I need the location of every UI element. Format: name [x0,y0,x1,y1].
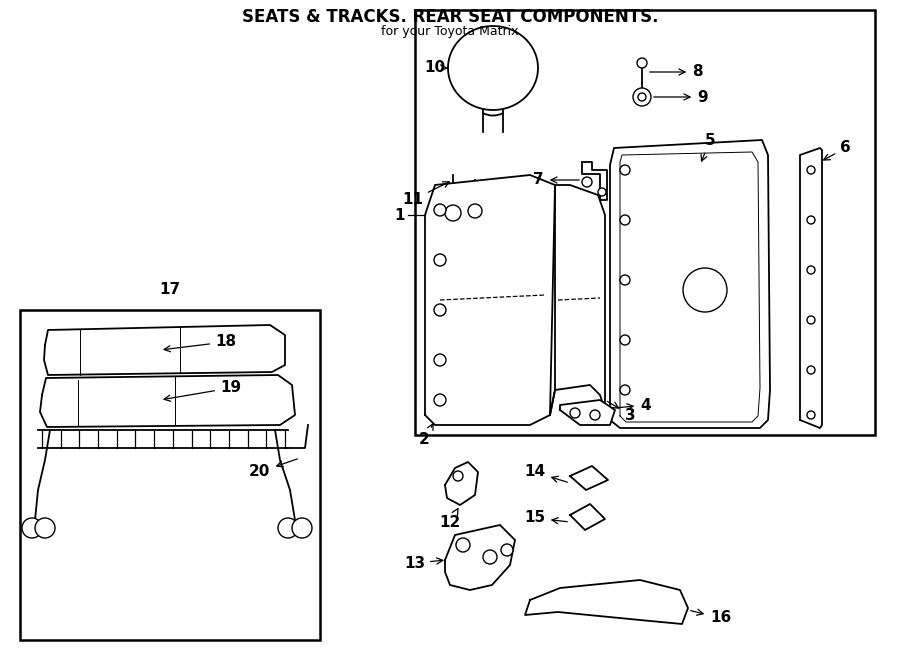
Text: 7: 7 [534,173,580,188]
Polygon shape [44,325,285,375]
Text: 16: 16 [690,609,731,625]
Circle shape [570,408,580,418]
Ellipse shape [448,26,538,110]
Circle shape [633,88,651,106]
Text: for your Toyota Matrix: for your Toyota Matrix [382,25,518,38]
Circle shape [434,354,446,366]
Polygon shape [610,140,770,428]
Text: 11: 11 [402,182,449,208]
Circle shape [483,550,497,564]
Circle shape [456,538,470,552]
Circle shape [620,335,630,345]
Circle shape [445,205,461,221]
Text: 12: 12 [439,508,461,530]
Polygon shape [550,185,605,415]
Circle shape [434,304,446,316]
Circle shape [598,188,606,196]
Circle shape [22,518,42,538]
Polygon shape [445,462,478,505]
Circle shape [807,166,815,174]
Text: 18: 18 [164,334,236,352]
Polygon shape [560,400,615,425]
Circle shape [683,268,727,312]
Circle shape [620,215,630,225]
Circle shape [501,544,513,556]
Circle shape [582,177,592,187]
Text: 9: 9 [653,89,707,104]
Polygon shape [445,525,515,590]
Circle shape [807,266,815,274]
Text: 6: 6 [824,141,850,160]
Bar [20,310,320,640]
Circle shape [807,411,815,419]
Circle shape [434,254,446,266]
Polygon shape [570,504,605,530]
Circle shape [292,518,312,538]
Text: 5: 5 [701,133,716,161]
Text: 17: 17 [159,282,181,297]
Circle shape [807,366,815,374]
Circle shape [453,471,463,481]
Text: 4: 4 [617,397,651,412]
Circle shape [35,518,55,538]
Circle shape [637,58,647,68]
Circle shape [434,394,446,406]
Bar [415,10,875,435]
Polygon shape [40,375,295,427]
Text: 20: 20 [248,459,297,479]
Text: 14: 14 [524,465,567,482]
Polygon shape [570,466,608,490]
Circle shape [620,165,630,175]
Polygon shape [525,580,688,624]
Text: 10: 10 [424,61,448,75]
Text: 1: 1 [394,208,405,223]
Circle shape [620,385,630,395]
Polygon shape [800,148,822,428]
Text: 8: 8 [650,65,703,79]
Circle shape [807,216,815,224]
Text: 19: 19 [164,381,241,401]
Circle shape [807,316,815,324]
Circle shape [434,204,446,216]
Circle shape [620,275,630,285]
Circle shape [468,204,482,218]
Text: 2: 2 [419,424,433,447]
Text: SEATS & TRACKS. REAR SEAT COMPONENTS.: SEATS & TRACKS. REAR SEAT COMPONENTS. [242,8,658,26]
Text: 3: 3 [608,401,635,422]
Text: 15: 15 [524,510,567,525]
Polygon shape [425,175,555,425]
Circle shape [278,518,298,538]
Circle shape [638,93,646,101]
Text: 13: 13 [404,555,443,570]
Polygon shape [582,162,607,200]
Circle shape [590,410,600,420]
